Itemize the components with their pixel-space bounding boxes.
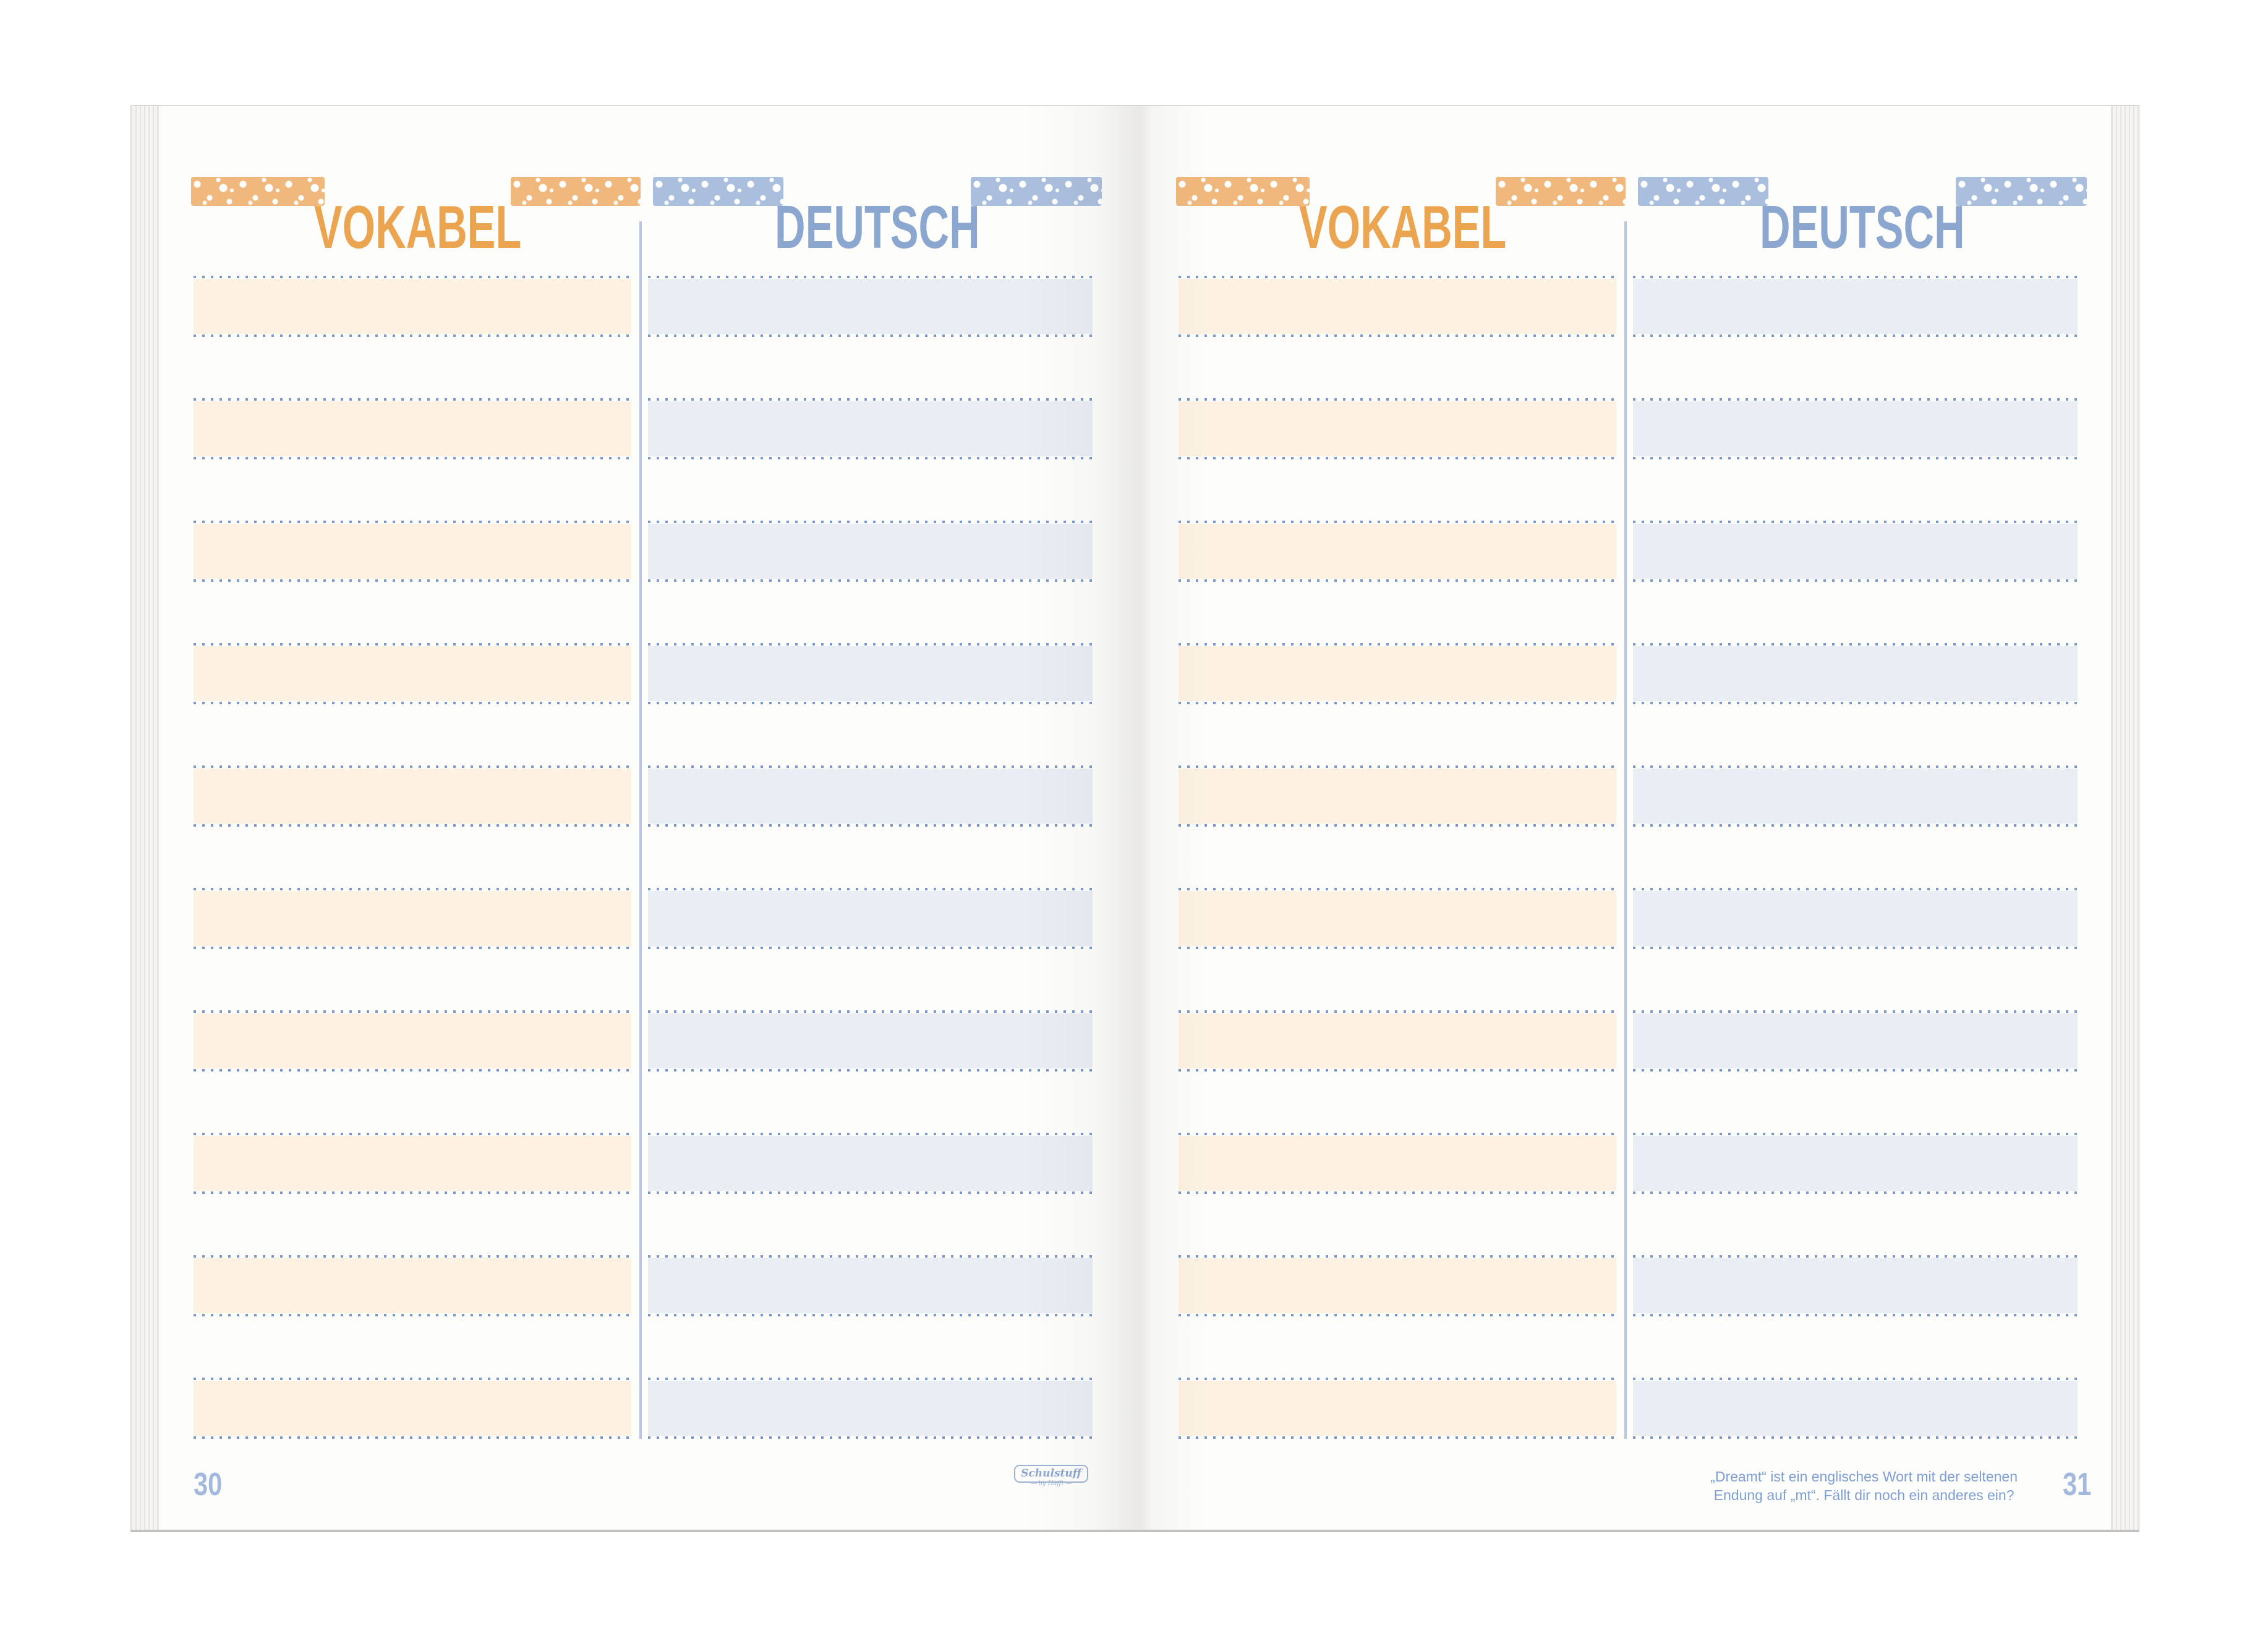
vocab-writing-row [194, 276, 631, 337]
vocab-writing-row [1179, 1133, 1616, 1194]
vocab-writing-row [1179, 398, 1616, 459]
vocab-writing-row [1179, 521, 1616, 582]
vocab-writing-row [1179, 1378, 1616, 1439]
vocab-writing-row [1179, 276, 1616, 337]
vocab-writing-row [648, 276, 1093, 337]
vocab-writing-row [1633, 398, 2078, 459]
vocab-writing-row [648, 521, 1093, 582]
column-header-vokabel-label: VOKABEL [313, 193, 522, 262]
open-book: VOKABEL DEUTSCH 30 Schulstuff — by Häfft… [130, 105, 2139, 1532]
washi-tape-blue-icon [1956, 177, 2087, 206]
washi-tape-orange-icon [511, 177, 641, 206]
vocab-writing-row [648, 765, 1093, 827]
vocab-writing-row [194, 765, 631, 827]
vocab-writing-row [194, 521, 631, 582]
vocab-writing-row [648, 888, 1093, 949]
column-header-vokabel: VOKABEL [1299, 193, 1506, 261]
vocab-writing-row [194, 643, 631, 704]
column-header-deutsch: DEUTSCH [1760, 193, 1965, 261]
vocab-writing-row [648, 1010, 1093, 1072]
vocab-writing-row [1633, 1255, 2078, 1316]
vocab-writing-row [194, 1255, 631, 1316]
washi-tape-orange-icon [191, 177, 325, 206]
vocab-writing-row [1633, 888, 2078, 949]
vocab-writing-row [648, 1378, 1093, 1439]
vocab-writing-row [1179, 888, 1616, 949]
vocab-writing-row [1179, 765, 1616, 827]
vocab-writing-row [194, 398, 631, 459]
vocab-writing-row [194, 1133, 631, 1194]
washi-tape-blue-icon [1638, 177, 1768, 206]
page-number-right: 31 [2063, 1467, 2092, 1502]
vokabel-rows-column [1179, 276, 1616, 1439]
vocab-writing-row [1633, 643, 2078, 704]
vocab-writing-row [1633, 765, 2078, 827]
page-number-left: 30 [194, 1467, 223, 1502]
schulstuff-logo-byline: — by Häfft — [1008, 1480, 1094, 1487]
column-header-deutsch-label: DEUTSCH [774, 193, 980, 262]
deutsch-rows-column [648, 276, 1093, 1439]
deutsch-rows-column [1633, 276, 2078, 1439]
column-header-vokabel: VOKABEL [314, 193, 521, 261]
vocab-writing-row [1633, 1010, 2078, 1072]
column-header-vokabel-label: VOKABEL [1298, 193, 1507, 262]
page-edge-ridges-right [2111, 106, 2139, 1530]
column-header-deutsch: DEUTSCH [775, 193, 980, 261]
vocab-writing-row [194, 1010, 631, 1072]
vokabel-rows-column [194, 276, 631, 1439]
page-edge-ridges-left [131, 106, 159, 1530]
vocab-writing-row [648, 398, 1093, 459]
schulstuff-logo-wordmark: Schulstuff [1014, 1465, 1088, 1483]
column-header-deutsch-label: DEUTSCH [1759, 193, 1965, 262]
schulstuff-logo: Schulstuff — by Häfft — [1008, 1465, 1094, 1487]
page-left: VOKABEL DEUTSCH 30 Schulstuff — by Häfft… [131, 106, 2139, 1530]
washi-tape-orange-icon [1496, 177, 1626, 206]
washi-tape-orange-icon [1176, 177, 1310, 206]
vocab-writing-row [1633, 276, 2078, 337]
footer-tip-text: „Dreamt“ ist ein englisches Wort mit der… [1710, 1467, 2018, 1504]
vocab-writing-row [648, 643, 1093, 704]
vocab-writing-row [648, 1133, 1093, 1194]
vocab-writing-row [1633, 1378, 2078, 1439]
page-right: VOKABEL DEUTSCH „Dreamt“ ist ein englisc… [131, 106, 2139, 1530]
vocab-writing-row [1179, 1255, 1616, 1316]
vocab-writing-row [194, 1378, 631, 1439]
footer-tip-line-2: Endung auf „mt“. Fällt dir noch ein ande… [1713, 1487, 2014, 1503]
washi-tape-blue-icon [653, 177, 783, 206]
column-divider [639, 221, 642, 1439]
column-divider [1624, 221, 1627, 1439]
vocab-writing-row [1179, 643, 1616, 704]
vocab-writing-row [648, 1255, 1093, 1316]
washi-tape-blue-icon [971, 177, 1102, 206]
vocab-writing-row [1633, 521, 2078, 582]
book-gutter-shadow [1024, 106, 1259, 1530]
vocab-writing-row [1633, 1133, 2078, 1194]
footer-tip-line-1: „Dreamt“ ist ein englisches Wort mit der… [1710, 1468, 2018, 1485]
vocab-writing-row [194, 888, 631, 949]
vocab-writing-row [1179, 1010, 1616, 1072]
